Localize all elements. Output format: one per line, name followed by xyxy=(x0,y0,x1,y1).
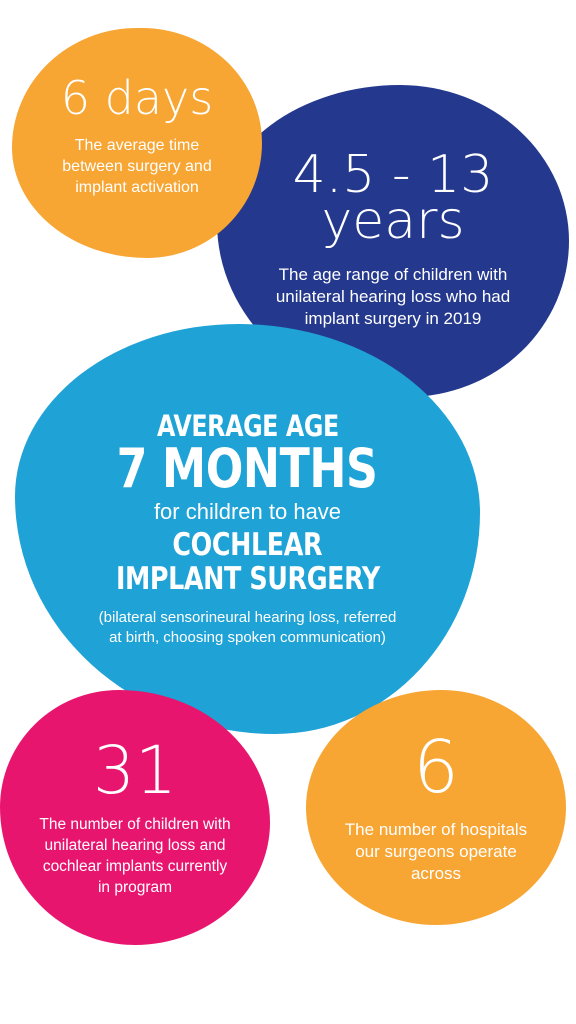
activation-description: The average time between surgery and imp… xyxy=(62,136,212,196)
activation-stat-bubble: 6 days The average time between surgery … xyxy=(12,28,262,258)
average-age-stat-bubble: AVERAGE AGE 7 MONTHS for children to hav… xyxy=(15,324,480,734)
hospitals-value: 6 xyxy=(413,724,459,809)
average-age-value: 7 MONTHS xyxy=(117,437,378,500)
average-age-label: AVERAGE AGE xyxy=(156,409,339,443)
hospitals-stat-bubble: 6 The number of hospitals our surgeons o… xyxy=(306,690,566,925)
age-range-unit: years xyxy=(321,191,465,251)
average-age-connector: for children to have xyxy=(153,499,342,524)
children-count-value: 31 xyxy=(93,731,177,809)
age-range-value: 4.5 - 13 xyxy=(292,145,494,205)
age-range-description: The age range of children with unilatera… xyxy=(275,265,511,328)
activation-value: 6 days xyxy=(60,70,214,125)
average-age-note: (bilateral sensorineural hearing loss, r… xyxy=(98,609,397,646)
cochlear-label: COCHLEAR xyxy=(172,527,323,563)
children-count-description: The number of children with unilateral h… xyxy=(39,815,231,896)
hospitals-description: The number of hospitals our surgeons ope… xyxy=(344,819,528,883)
children-count-stat-bubble: 31 The number of children with unilatera… xyxy=(0,690,270,945)
implant-surgery-label: IMPLANT SURGERY xyxy=(115,561,380,597)
